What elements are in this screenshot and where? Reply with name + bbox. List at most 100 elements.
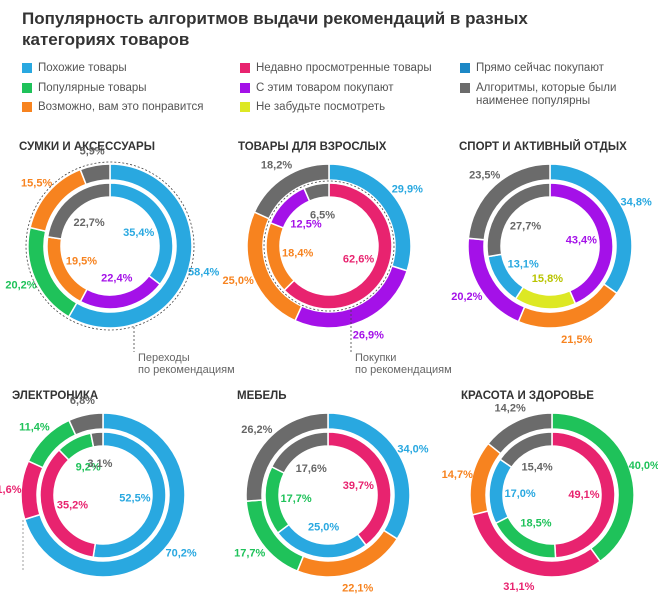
legend-label: С этим товаром покупают	[256, 82, 394, 94]
outer-value-label: 34,8%	[621, 196, 652, 208]
outer-value-label: 31,1%	[503, 581, 534, 593]
inner-segment-dont_forget	[514, 286, 577, 310]
legend-swatch	[460, 83, 470, 93]
outer-value-label: 23,5%	[469, 169, 500, 181]
donut-chart-1: СУМКИ И АКСЕССУАРЫ 58,4% 20,2% 15,5% 5,9% 35,…	[5, 141, 219, 329]
outer-value-label: 34,0%	[397, 443, 428, 455]
chart-panel-title: СУМКИ И АКСЕССУАРЫ	[19, 141, 155, 153]
chart-panel-title: ЭЛЕКТРОНИКА	[12, 390, 98, 402]
inner-value-label: 22,7%	[73, 217, 104, 229]
outer-segment-least_popular	[253, 163, 330, 220]
legend-swatch	[240, 83, 250, 93]
legend-swatch	[240, 102, 250, 112]
legend-item-recent: Недавно просмотренные товары	[240, 62, 436, 75]
inner-value-label: 13,1%	[508, 259, 539, 271]
outer-value-label: 11,6%	[0, 484, 22, 496]
inner-value-label: 27,7%	[510, 220, 541, 232]
legend: Похожие товары Популярные товары Возможн…	[22, 62, 652, 122]
inner-value-label: 17,0%	[504, 488, 535, 500]
legend-label: Популярные товары	[38, 82, 147, 94]
inner-value-label: 35,2%	[57, 500, 88, 512]
inner-segment-least_popular	[46, 182, 111, 240]
outer-segment-least_popular	[467, 163, 551, 241]
inner-value-label: 17,6%	[296, 463, 327, 475]
outer-segment-least_popular	[487, 412, 553, 455]
inner-value-label: 49,1%	[568, 489, 599, 501]
outer-value-label: 40,0%	[629, 460, 658, 472]
outer-value-label: 29,9%	[392, 184, 423, 196]
outer-segment-least_popular	[79, 163, 111, 186]
outer-value-label: 14,2%	[495, 402, 526, 414]
legend-swatch	[22, 102, 32, 112]
legend-label: Похожие товары	[38, 62, 127, 74]
inner-ring-callout	[263, 180, 395, 312]
outer-value-label: 15,5%	[21, 178, 52, 190]
legend-item-bought-with: С этим товаром покупают	[240, 82, 436, 95]
outer-value-label: 14,7%	[442, 469, 473, 481]
outer-value-label: 20,2%	[451, 291, 482, 303]
legend-swatch	[240, 63, 250, 73]
donut-chart-2: ТОВАРЫ ДЛЯ ВЗРОСЛЫХ 29,9% 26,9% 25,0% 18,2% 6…	[223, 141, 424, 342]
chart-panel-title: СПОРТ И АКТИВНЫЙ ОТДЫХ	[459, 140, 627, 153]
legend-item-maylike: Возможно, вам это понравится	[22, 101, 218, 114]
outer-ring-note: Переходы по рекомендациям	[138, 352, 235, 376]
inner-value-label: 62,6%	[343, 253, 374, 265]
inner-value-label: 19,5%	[66, 255, 97, 267]
legend-swatch	[460, 63, 470, 73]
outer-value-label: 11,4%	[19, 421, 50, 433]
outer-value-label: 20,2%	[5, 280, 36, 292]
outer-segment-least_popular	[68, 412, 104, 436]
legend-item-similar: Похожие товары	[22, 62, 218, 75]
inner-value-label: 3,1%	[87, 458, 112, 470]
legend-swatch	[22, 83, 32, 93]
inner-value-label: 18,4%	[282, 247, 313, 259]
inner-value-label: 15,8%	[532, 273, 563, 285]
chart-panel-title: КРАСОТА И ЗДОРОВЬЕ	[461, 390, 594, 402]
legend-item-least-popular: Алгоритмы, которые были наименее популяр…	[460, 82, 646, 108]
outer-value-label: 70,2%	[166, 548, 197, 560]
outer-value-label: 17,7%	[234, 547, 265, 559]
outer-value-label: 6,8%	[70, 395, 95, 407]
inner-value-label: 52,5%	[119, 493, 150, 505]
outer-segment-least_popular	[245, 412, 329, 502]
legend-item-popular: Популярные товары	[22, 82, 218, 95]
outer-segment-similar	[23, 412, 186, 578]
outer-value-label: 5,9%	[80, 146, 105, 158]
inner-segment-least_popular	[89, 431, 104, 448]
chart-panel-title: МЕБЕЛЬ	[237, 390, 287, 402]
outer-value-label: 26,9%	[353, 330, 384, 342]
legend-label: Прямо сейчас покупают	[476, 62, 604, 74]
inner-value-label: 22,4%	[101, 272, 132, 284]
inner-value-label: 12,5%	[290, 219, 321, 231]
outer-value-label: 18,2%	[261, 159, 292, 171]
inner-segment-least_popular	[270, 431, 329, 475]
legend-label: Недавно просмотренные товары	[256, 62, 432, 74]
inner-value-label: 15,4%	[522, 462, 553, 474]
donut-chart-5: МЕБЕЛЬ 34,0% 22,1% 17,7% 26,2% 39,7% 25,0% 17,7…	[234, 390, 429, 594]
legend-label: Не забудьте посмотреть	[256, 101, 386, 113]
outer-segment-similar	[327, 412, 411, 540]
outer-ring-callout	[25, 161, 195, 331]
inner-value-label: 35,4%	[123, 227, 154, 239]
outer-value-label: 58,4%	[188, 266, 219, 278]
inner-value-label: 25,0%	[308, 522, 339, 534]
chart-title: Популярность алгоритмов выдачи рекоменда…	[22, 9, 528, 49]
legend-swatch	[22, 63, 32, 73]
inner-value-label: 18,5%	[520, 518, 551, 530]
donut-chart-3: СПОРТ И АКТИВНЫЙ ОТДЫХ 34,8% 21,5% 20,2% 23,…	[451, 140, 652, 346]
inner-segment-least_popular	[499, 431, 553, 469]
inner-value-label: 17,7%	[281, 493, 312, 505]
inner-segment-least_popular	[486, 182, 551, 258]
legend-label: Возможно, вам это понравится	[38, 101, 204, 113]
outer-value-label: 25,0%	[223, 275, 254, 287]
inner-segment-least_popular	[302, 182, 330, 203]
legend-label: Алгоритмы, которые были наименее популяр…	[476, 82, 617, 107]
donut-chart-4: ЭЛЕКТРОНИКА 70,2% 11,6% 11,4% 6,8% 52,5% 35,2%…	[0, 390, 197, 578]
legend-item-buying-now: Прямо сейчас покупают	[460, 62, 656, 75]
outer-value-label: 26,2%	[241, 424, 272, 436]
inner-value-label: 6,5%	[310, 210, 335, 222]
outer-value-label: 22,1%	[342, 582, 373, 594]
donut-chart-6: КРАСОТА И ЗДОРОВЬЕ 40,0% 31,1% 14,7% 14,2% 49…	[442, 390, 658, 593]
legend-item-dont-forget: Не забудьте посмотреть	[240, 101, 436, 114]
